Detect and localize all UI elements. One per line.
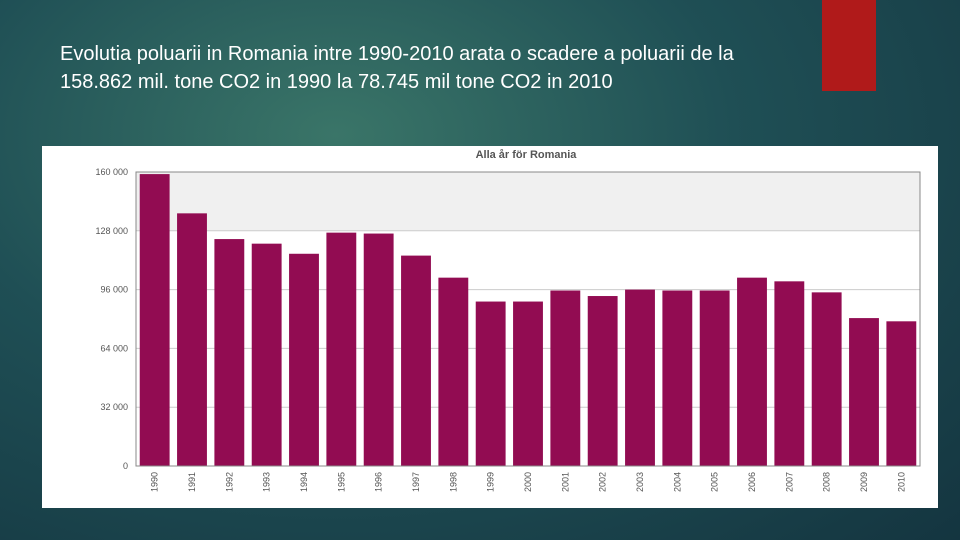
bar-2009 <box>849 318 879 466</box>
bar-2000 <box>513 301 543 466</box>
x-tick-label: 2005 <box>710 472 720 492</box>
x-tick-label: 1994 <box>299 472 309 492</box>
y-tick-label: 160 000 <box>95 167 128 177</box>
bar-1999 <box>475 301 506 466</box>
bar-1997 <box>401 255 431 466</box>
bar-2001 <box>550 290 581 466</box>
slide-title: Evolutia poluarii in Romania intre 1990-… <box>60 43 734 93</box>
chart-title: Alla år för Romania <box>476 149 578 161</box>
bar-2007 <box>774 281 805 466</box>
plot-frame <box>135 171 921 467</box>
x-tick-label: 1990 <box>150 472 160 492</box>
x-tick-label: 1991 <box>187 472 197 492</box>
x-tick-label: 1992 <box>224 472 234 492</box>
bar-2005 <box>699 290 730 466</box>
x-tick-label: 2003 <box>635 472 645 492</box>
bar-1992 <box>214 239 245 466</box>
x-tick-label: 1993 <box>262 472 272 492</box>
bar-2006 <box>737 277 767 466</box>
bar-1990 <box>139 174 170 467</box>
x-tick-label: 1995 <box>336 472 346 492</box>
y-tick-label: 0 <box>123 461 128 471</box>
x-tick-label: 2007 <box>784 472 794 492</box>
x-tick-label: 1996 <box>374 472 384 492</box>
bar-1995 <box>326 232 357 466</box>
chart-panel: Alla år för Romania 0 32 000 64 000 96 000 1… <box>42 146 938 508</box>
bar-1996 <box>363 233 394 466</box>
x-tick-label: 2009 <box>859 472 869 492</box>
x-tick-label: 2004 <box>672 472 682 492</box>
bar-2004 <box>662 290 693 466</box>
x-tick-label: 2001 <box>560 472 570 492</box>
x-tick-label: 2008 <box>822 472 832 492</box>
bar-chart: Alla år för Romania 0 32 000 64 000 96 000 1… <box>95 149 921 492</box>
y-tick-label: 128 000 <box>95 226 128 236</box>
x-tick-label: 2010 <box>896 472 906 492</box>
y-tick-label: 64 000 <box>100 343 128 353</box>
x-tick-label: 2002 <box>598 472 608 492</box>
bar-2010 <box>886 321 917 466</box>
accent-bar <box>822 0 876 91</box>
x-tick-label: 2006 <box>747 472 757 492</box>
bar-2002 <box>587 296 618 466</box>
x-tick-label: 2000 <box>523 472 533 492</box>
plot-band <box>136 172 920 231</box>
bar-1993 <box>251 243 282 466</box>
bar-2003 <box>625 289 655 466</box>
x-tick-label: 1997 <box>411 472 421 492</box>
bar-2008 <box>811 292 842 466</box>
y-tick-label: 96 000 <box>100 285 128 295</box>
bar-1998 <box>438 277 469 466</box>
bar-1991 <box>177 213 207 466</box>
bar-1994 <box>289 253 319 466</box>
y-tick-label: 32 000 <box>100 402 128 412</box>
x-tick-label: 1999 <box>486 472 496 492</box>
x-tick-label: 1998 <box>448 472 458 492</box>
